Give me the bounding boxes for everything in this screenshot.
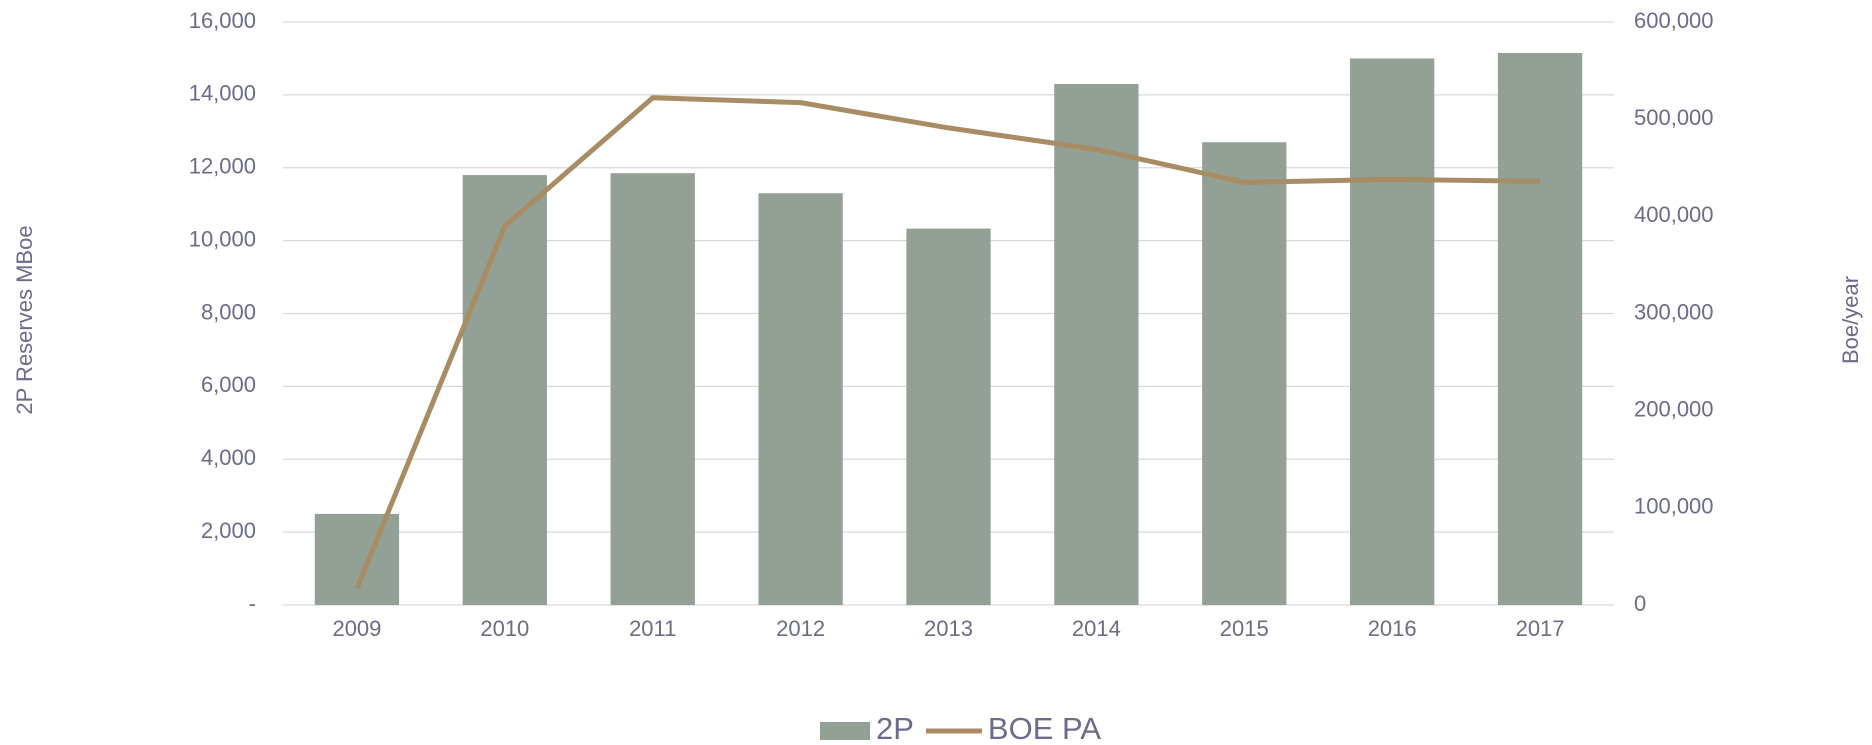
bar <box>1350 58 1435 605</box>
x-tick-label: 2015 <box>1220 616 1269 641</box>
y2-tick-label: 500,000 <box>1634 105 1714 130</box>
bar <box>1202 142 1287 605</box>
y-tick-label: 8,000 <box>201 299 256 324</box>
y2-tick-label: 300,000 <box>1634 299 1714 324</box>
bar <box>758 193 843 605</box>
bar <box>906 228 991 605</box>
y-axis-label: 2P Reserves MBoe <box>12 225 37 414</box>
bar <box>610 173 695 605</box>
x-tick-label: 2013 <box>924 616 973 641</box>
x-tick-label: 2011 <box>629 616 676 641</box>
x-tick-label: 2012 <box>776 616 825 641</box>
y2-tick-label: 0 <box>1634 591 1646 616</box>
y-tick-label: - <box>249 591 256 616</box>
y-tick-label: 4,000 <box>201 445 256 470</box>
y-tick-label: 10,000 <box>189 226 256 251</box>
legend-label: 2P <box>876 711 914 745</box>
x-tick-label: 2014 <box>1072 616 1121 641</box>
line <box>354 95 1541 590</box>
y-tick-label: 14,000 <box>189 81 256 106</box>
bar <box>314 513 400 605</box>
y2-tick-label: 200,000 <box>1634 396 1714 421</box>
y2-tick-label: 600,000 <box>1634 8 1714 33</box>
y-tick-label: 12,000 <box>189 154 256 179</box>
x-tick-label: 2017 <box>1516 616 1565 641</box>
bar <box>462 175 547 605</box>
x-tick-label: 2009 <box>332 616 381 641</box>
y-tick-label: 6,000 <box>201 372 256 397</box>
legend-swatch <box>820 722 870 740</box>
bar <box>1497 52 1583 606</box>
x-tick-label: 2010 <box>480 616 529 641</box>
y2-tick-label: 400,000 <box>1634 202 1714 227</box>
legend-label: BOE PA <box>988 711 1101 745</box>
y2-tick-label: 100,000 <box>1634 494 1714 519</box>
y-tick-label: 2,000 <box>201 518 256 543</box>
bar <box>1054 83 1139 606</box>
x-tick-label: 2016 <box>1368 616 1417 641</box>
y-tick-label: 16,000 <box>189 8 256 33</box>
y2-axis-label: Boe/year <box>1838 276 1863 364</box>
